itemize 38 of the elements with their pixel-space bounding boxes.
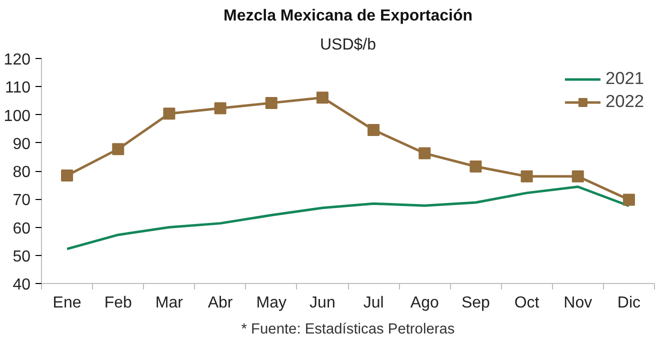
point <box>622 194 635 206</box>
y-tick-label: 40 <box>12 276 31 294</box>
y-tick-label: 90 <box>12 136 31 153</box>
point <box>470 160 482 172</box>
x-tick-label: Oct <box>514 294 540 312</box>
x-tick-label: Nov <box>564 294 592 312</box>
x-tick-label: Jul <box>363 294 384 312</box>
point <box>368 124 380 136</box>
x-tick-label: Dic <box>617 294 641 312</box>
point <box>61 170 74 182</box>
y-tick-label: 110 <box>4 80 31 97</box>
chart-title: Mezcla Mexicana de Exportación <box>224 8 472 24</box>
point <box>418 147 431 160</box>
y-tick-label: 50 <box>12 248 31 266</box>
legend-label: 2022 <box>605 91 644 112</box>
point <box>163 108 176 120</box>
text: * Fuente: Estadísticas Petroleras <box>241 322 455 338</box>
y-tick-label: 60 <box>12 220 31 238</box>
y-tick-label: 70 <box>12 192 31 210</box>
y-tick-label: 100 <box>4 108 31 125</box>
x-tick-label: Jun <box>310 294 336 312</box>
x-tick-label: Feb <box>104 294 132 312</box>
legend-label: 2021 <box>605 68 644 89</box>
point <box>316 92 328 104</box>
x-tick-label: Abr <box>208 294 234 312</box>
x-tick-label: Mar <box>155 294 184 312</box>
point <box>265 96 278 109</box>
x-tick-label: Ene <box>52 294 82 312</box>
x-tick-label: Ago <box>410 294 439 312</box>
point <box>112 143 124 156</box>
chart-subtitle: USD$/b <box>320 36 376 54</box>
point <box>520 170 533 182</box>
point <box>572 170 584 182</box>
point <box>214 102 226 114</box>
x-tick-label: Sep <box>461 294 490 312</box>
y-tick-label: 80 <box>12 164 31 181</box>
y-tick-label: 120 <box>4 52 31 68</box>
x-tick-label: May <box>256 294 286 312</box>
